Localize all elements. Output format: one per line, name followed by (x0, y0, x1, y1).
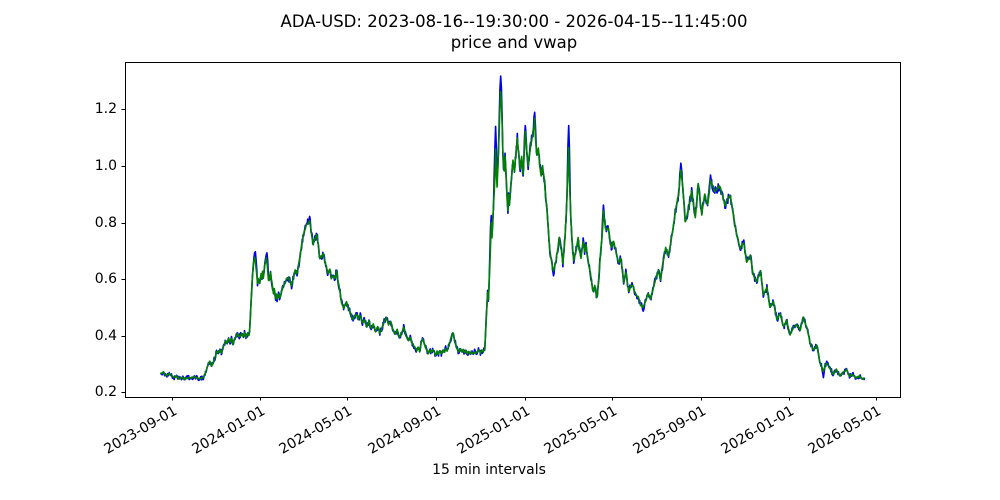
chart-title-line1: ADA-USD: 2023-08-16--19:30:00 - 2026-04-… (280, 12, 748, 31)
chart-title: ADA-USD: 2023-08-16--19:30:00 - 2026-04-… (281, 11, 748, 53)
vwap-line (159, 90, 866, 381)
y-tick-label: 0.4 (94, 327, 117, 344)
axes-spines (125, 62, 901, 398)
y-tick-label: 1.0 (94, 158, 117, 175)
y-tick-label: 1.2 (94, 101, 117, 118)
chart-title-line2: price and vwap (450, 33, 578, 52)
y-tick-label: 0.6 (94, 271, 117, 288)
x-axis-label: 15 min intervals (432, 462, 546, 478)
y-tick-label: 0.2 (94, 384, 117, 401)
y-tick-label: 0.8 (94, 214, 117, 231)
price-line (159, 75, 866, 382)
